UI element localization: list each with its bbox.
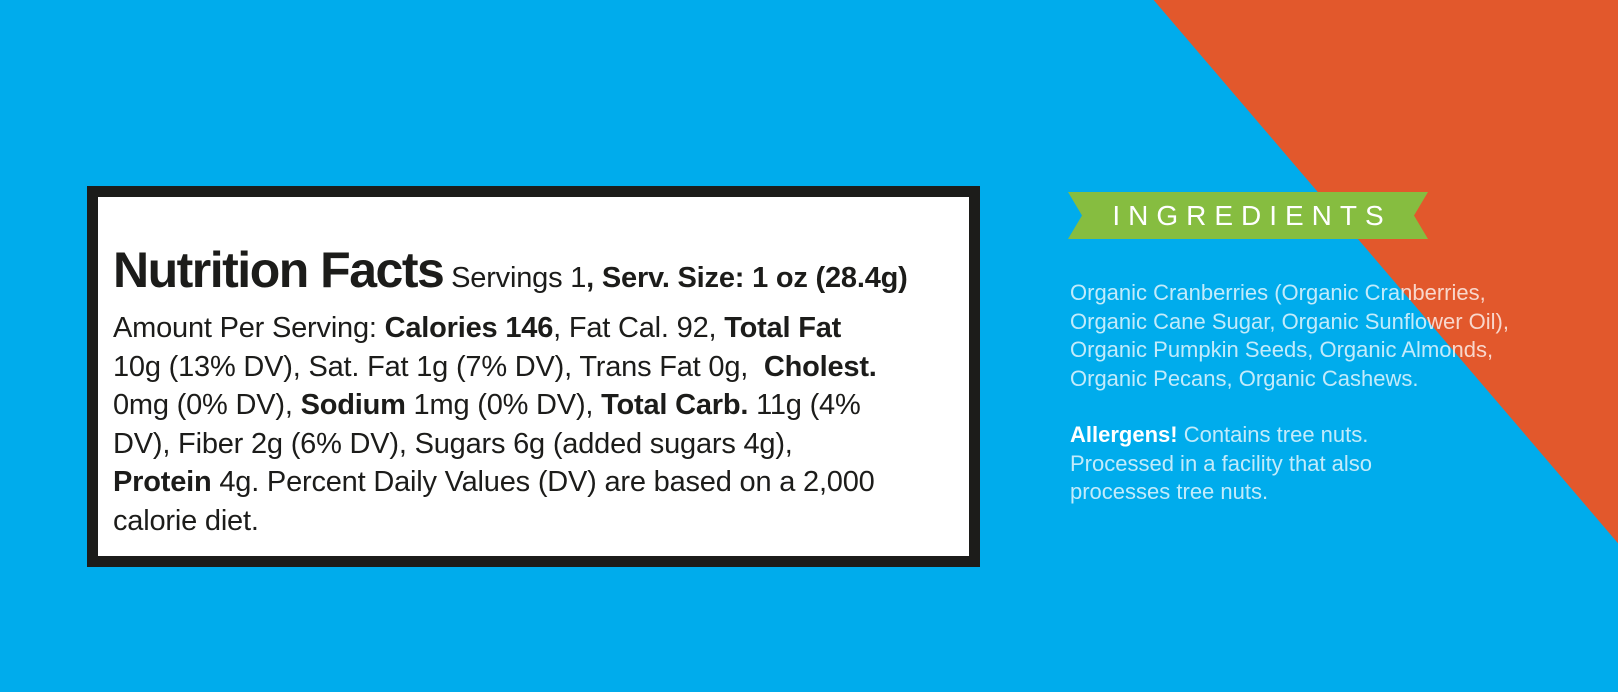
nutrition-segment: 4g. Percent Daily Values (DV) are based … xyxy=(211,466,875,498)
nutrition-line: DV), Fiber 2g (6% DV), Sugars 6g (added … xyxy=(113,425,965,464)
nutrition-segment: , Serv. Size: 1 oz (28.4g) xyxy=(586,262,908,294)
nutrition-line: 10g (13% DV), Sat. Fat 1g (7% DV), Trans… xyxy=(113,348,965,387)
ingredients-line: Organic Pecans, Organic Cashews. xyxy=(1070,365,1419,391)
ingredients-list: Organic Cranberries (Organic Cranberries… xyxy=(1070,279,1509,393)
nutrition-segment: Calories 146 xyxy=(384,312,554,344)
nutrition-segment: Protein xyxy=(113,466,212,498)
nutrition-segment: Sodium xyxy=(300,389,406,421)
nutrition-segment: 11g (4% xyxy=(748,389,861,421)
nutrition-segment: Cholest. xyxy=(763,350,877,383)
nutrition-facts-panel: Nutrition Facts Servings 1, Serv. Size: … xyxy=(87,186,980,567)
ingredients-banner: INGREDIENTS xyxy=(1068,192,1428,239)
nutrition-line: calorie diet. xyxy=(113,502,965,541)
allergens-text: Allergens! Contains tree nuts. Processed … xyxy=(1070,421,1372,507)
nutrition-line: Amount Per Serving: Calories 146, Fat Ca… xyxy=(113,309,965,348)
nutrition-segment: Total Carb. xyxy=(601,389,749,421)
ingredients-banner-label: INGREDIENTS xyxy=(1112,199,1392,231)
allergens-line: Processed in a facility that also xyxy=(1070,450,1373,476)
allergens-line: processes tree nuts. xyxy=(1070,479,1269,504)
nutrition-segment: 1mg (0% DV), xyxy=(405,389,602,421)
nutrition-segment: 10g (13% DV), Sat. Fat 1g (7% DV), Trans… xyxy=(113,350,764,383)
nutrition-line: 0mg (0% DV), Sodium 1mg (0% DV), Total C… xyxy=(113,386,965,425)
nutrition-segment: , Fat Cal. 92, xyxy=(553,312,725,344)
nutrition-facts-text: Nutrition Facts Servings 1, Serv. Size: … xyxy=(113,239,965,540)
nutrition-segment: DV), Fiber 2g (6% DV), Sugars 6g (added … xyxy=(113,427,793,460)
nutrition-segment: Total Fat xyxy=(724,312,842,344)
nutrition-line: Protein 4g. Percent Daily Values (DV) ar… xyxy=(113,463,965,502)
nutrition-segment: calorie diet. xyxy=(113,504,259,537)
ingredients-line: Organic Cranberries (Organic Cranberries… xyxy=(1070,280,1486,305)
ingredients-line: Organic Pumpkin Seeds, Organic Almonds, xyxy=(1070,337,1494,362)
allergens-label: Allergens! xyxy=(1070,422,1184,447)
nutrition-line: Nutrition Facts Servings 1, Serv. Size: … xyxy=(113,239,965,309)
ingredients-line: Organic Cane Sugar, Organic Sunflower Oi… xyxy=(1070,308,1509,334)
allergens-line: Allergens! Contains tree nuts. xyxy=(1070,422,1369,447)
nutrition-segment: Amount Per Serving: xyxy=(113,312,385,344)
nutrition-segment: 0mg (0% DV), xyxy=(113,389,301,421)
nutrition-segment: Nutrition Facts xyxy=(113,242,445,298)
nutrition-segment: Servings 1 xyxy=(443,262,587,294)
